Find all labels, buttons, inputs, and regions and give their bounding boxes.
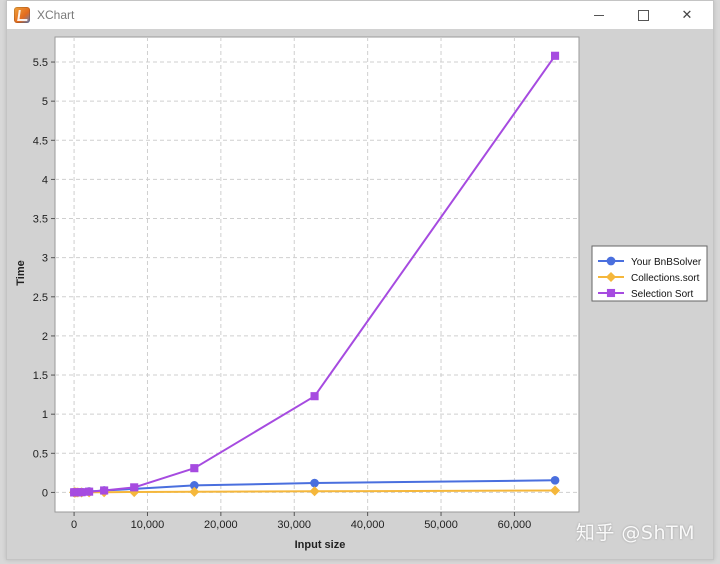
watermark: 知乎 @ShTM [575,522,695,544]
legend-label: Collections.sort [631,273,700,284]
minimize-icon [594,14,604,16]
data-point [550,51,560,60]
data-point [309,486,320,497]
x-tick-label: 50,000 [424,519,458,531]
title-bar[interactable]: XChart ✕ [7,1,713,29]
legend-item: Your BnBSolver [598,256,702,268]
data-point [550,485,561,496]
x-tick-label: 10,000 [131,519,165,531]
line-chart: 0 0.5 1 1.5 2 2.5 3 3.5 4 4.5 5 5.5 0 10,000 20,000 30… [15,36,708,551]
y-tick-label: 0 [42,487,48,499]
y-tick-label: 5 [42,96,48,108]
series-selection-sort [70,51,560,497]
x-axis-ticks: 0 10,000 20,000 30,000 40,000 50,000 60,000 [71,512,531,531]
legend-label: Selection Sort [631,289,693,300]
y-tick-label: 1 [42,409,48,421]
xchart-app-icon [14,7,30,23]
series-layer [69,51,561,498]
y-tick-label: 2 [42,331,48,343]
minimize-button[interactable] [577,1,621,29]
y-axis-label: Time [15,260,27,285]
x-tick-label: 30,000 [277,519,311,531]
legend-item: Collections.sort [598,271,700,284]
data-point [189,481,199,490]
data-point [189,486,200,497]
x-axis-label: Input size [295,539,346,551]
y-tick-label: 5.5 [33,57,48,69]
data-point [310,478,319,488]
window-title: XChart [37,8,75,22]
legend-marker [605,271,617,283]
y-tick-label: 3 [42,253,48,265]
maximize-button[interactable] [621,1,665,29]
maximize-icon [637,9,649,21]
y-tick-label: 3.5 [33,214,48,226]
x-tick-label: 0 [71,519,77,531]
y-tick-label: 4 [42,174,48,186]
legend-marker [606,288,616,298]
x-tick-label: 20,000 [204,519,238,531]
data-point [85,487,94,496]
chart-window: XChart ✕ 0 0.5 1 1.5 2 2.5 3 3.5 4 4.5 5 5.5 0 10,00… [6,0,714,560]
data-point [100,486,109,495]
legend-marker [606,256,616,266]
legend: Your BnBSolver Collections.sort Selection … [591,245,708,302]
grid-lines [55,37,579,512]
close-button[interactable]: ✕ [665,1,709,29]
legend-label: Your BnBSolver [631,257,702,268]
chart-panel: 0 0.5 1 1.5 2 2.5 3 3.5 4 4.5 5 5.5 0 10,000 20,000 30… [7,29,713,559]
y-tick-label: 0.5 [33,448,48,460]
y-axis-ticks: 0 0.5 1 1.5 2 2.5 3 3.5 4 4.5 5 5.5 [33,57,55,499]
close-icon: ✕ [681,7,693,22]
data-point [550,475,560,485]
x-tick-label: 60,000 [498,519,532,531]
legend-items: Your BnBSolver Collections.sort Selection … [598,256,702,300]
y-tick-label: 1.5 [33,370,48,382]
data-point [129,487,140,498]
data-point [310,392,319,401]
y-tick-label: 4.5 [33,135,48,147]
plot-area [54,36,580,513]
data-point [130,483,139,492]
y-tick-label: 2.5 [33,292,48,304]
legend-item: Selection Sort [598,288,693,300]
x-tick-label: 40,000 [351,519,385,531]
data-point [77,488,86,497]
data-point [190,464,199,473]
